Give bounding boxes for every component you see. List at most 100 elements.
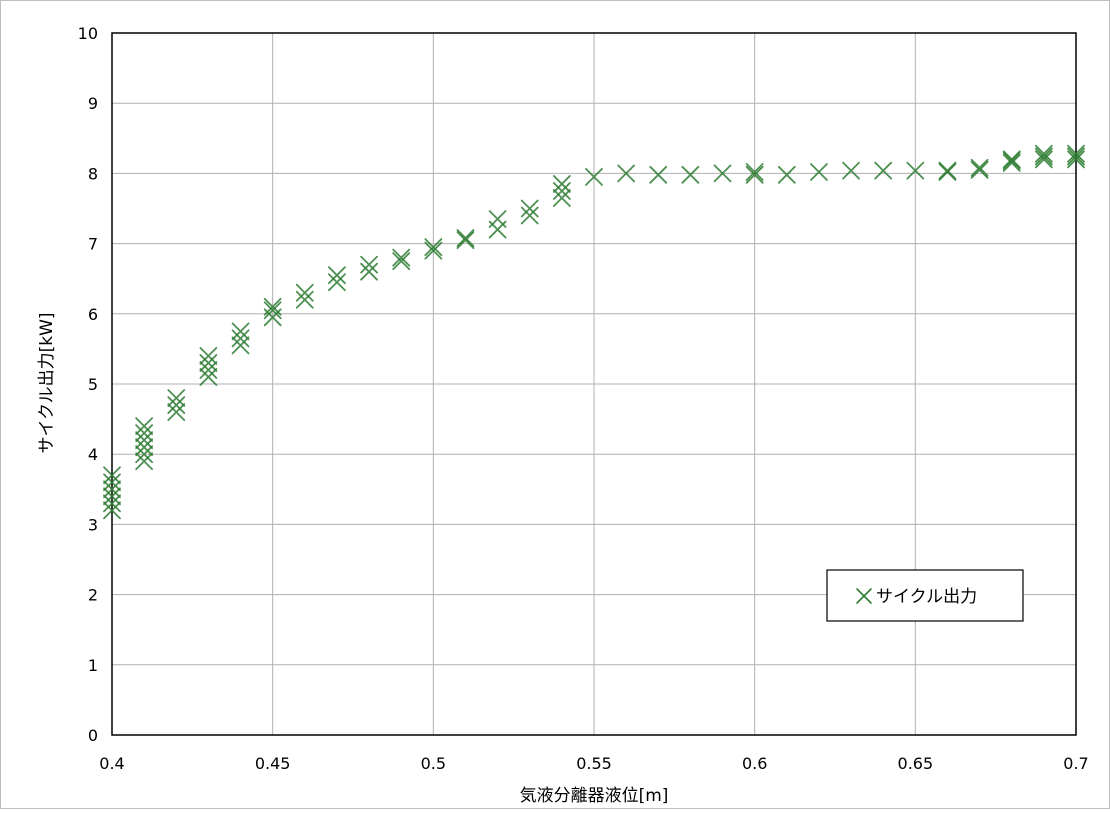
data-point <box>199 354 218 372</box>
data-point <box>263 297 282 316</box>
data-point <box>135 417 154 436</box>
x-marker <box>199 361 218 379</box>
x-marker <box>938 161 957 180</box>
data-point <box>1002 150 1021 169</box>
y-tick-label: 1 <box>88 656 98 675</box>
x-marker <box>874 161 893 180</box>
data-point <box>1034 150 1053 169</box>
x-marker <box>328 266 346 285</box>
x-marker <box>906 161 925 180</box>
x-marker <box>1067 150 1085 169</box>
x-marker <box>392 248 411 267</box>
data-point <box>585 168 603 186</box>
data-point <box>424 241 443 260</box>
x-marker <box>456 229 475 247</box>
x-marker <box>552 175 571 193</box>
data-point <box>199 361 218 379</box>
x-marker <box>360 255 378 274</box>
x-marker <box>199 354 218 372</box>
data-point <box>1067 144 1085 163</box>
x-marker <box>1002 150 1021 169</box>
x-marker <box>135 452 154 471</box>
data-point <box>681 165 700 184</box>
data-markers <box>103 144 1085 520</box>
x-marker <box>1067 144 1085 163</box>
x-marker <box>135 424 154 443</box>
data-point <box>199 368 218 386</box>
x-marker <box>1002 151 1021 170</box>
x-marker <box>167 396 186 414</box>
x-marker <box>745 163 764 181</box>
x-marker <box>135 417 154 436</box>
data-point <box>1067 150 1085 169</box>
x-marker <box>167 389 186 407</box>
x-marker <box>520 206 539 225</box>
x-marker <box>585 168 603 186</box>
x-axis-title: 気液分離器液位[m] <box>520 786 669 806</box>
x-marker <box>135 438 154 457</box>
data-point <box>1034 147 1053 166</box>
x-tick-label: 0.6 <box>742 754 767 773</box>
data-point <box>392 248 411 267</box>
x-marker <box>135 445 154 464</box>
x-marker <box>103 480 121 499</box>
y-tick-label: 0 <box>88 726 98 745</box>
y-axis-title: サイクル出力[kW] <box>37 312 57 453</box>
y-tick-label: 8 <box>88 164 98 183</box>
data-point <box>520 199 539 218</box>
x-tick-label: 0.45 <box>255 754 291 773</box>
x-marker <box>1067 147 1085 166</box>
x-tick-label: 0.55 <box>576 754 612 773</box>
data-point <box>103 480 121 499</box>
x-marker <box>231 329 250 348</box>
x-marker <box>103 473 121 492</box>
data-point <box>777 165 796 184</box>
y-tick-label: 3 <box>88 515 98 534</box>
y-tick-label: 5 <box>88 375 98 394</box>
data-point <box>1067 147 1085 166</box>
x-tick-label: 0.7 <box>1063 754 1088 773</box>
data-point <box>135 445 154 464</box>
data-point <box>456 229 475 247</box>
data-point <box>135 438 154 457</box>
data-point <box>810 163 828 181</box>
data-point <box>103 501 121 520</box>
y-tick-label: 6 <box>88 305 98 324</box>
data-point <box>842 161 860 180</box>
x-marker <box>1002 153 1021 172</box>
data-point <box>552 182 571 200</box>
x-marker <box>552 182 571 200</box>
x-marker <box>520 199 539 218</box>
x-marker <box>103 466 121 485</box>
x-marker <box>938 163 957 181</box>
data-point <box>938 163 957 181</box>
data-point <box>167 396 186 414</box>
x-marker <box>681 165 700 184</box>
data-point <box>1002 151 1021 170</box>
x-marker <box>295 283 314 302</box>
legend-x-marker <box>856 588 872 604</box>
x-marker <box>424 241 443 260</box>
data-point <box>424 238 443 257</box>
data-point <box>970 158 989 177</box>
data-point <box>103 466 121 485</box>
data-point <box>649 165 668 184</box>
data-point <box>938 161 957 180</box>
x-tick-label: 0.4 <box>99 754 124 773</box>
data-point <box>552 175 571 193</box>
x-marker <box>842 161 860 180</box>
data-point <box>552 189 571 207</box>
x-marker <box>1034 150 1053 169</box>
x-marker <box>199 368 218 386</box>
data-point <box>970 160 989 179</box>
data-point <box>263 301 282 320</box>
data-point <box>617 164 636 183</box>
plot-area-border <box>111 32 1077 736</box>
data-point <box>328 266 346 285</box>
x-marker <box>970 160 989 179</box>
x-tick-label: 0.5 <box>421 754 446 773</box>
data-point <box>295 283 314 302</box>
x-tick-labels: 0.4 0.45 0.5 0.55 0.6 0.65 0.7 <box>99 754 1088 773</box>
x-marker <box>392 252 411 271</box>
data-point <box>295 290 314 309</box>
